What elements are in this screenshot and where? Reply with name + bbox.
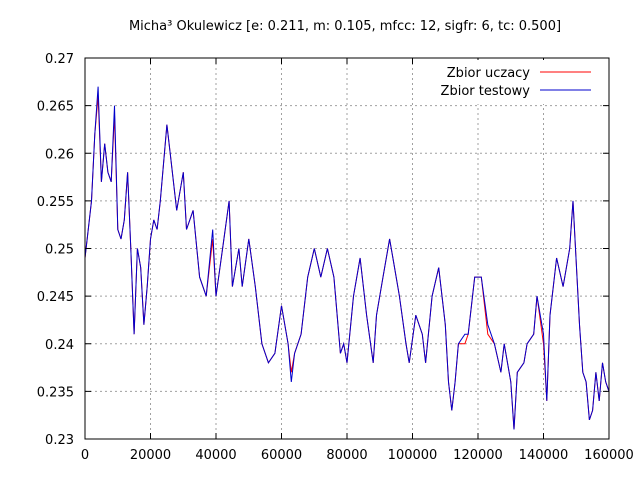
- y-tick-label: 0.25: [45, 243, 74, 258]
- x-tick-label: 0: [81, 448, 89, 463]
- series-line-test: [84, 86, 610, 430]
- x-tick-label: 80000: [326, 448, 367, 463]
- y-tick-label: 0.235: [37, 385, 74, 400]
- grid: [85, 58, 609, 439]
- x-tick-label: 20000: [130, 448, 171, 463]
- chart-title: Micha³ Okulewicz [e: 0.211, m: 0.105, mf…: [129, 19, 561, 34]
- y-tick-label: 0.26: [45, 147, 74, 162]
- y-tick-label: 0.265: [37, 100, 74, 115]
- x-tick-label: 140000: [519, 448, 569, 463]
- x-tick-label: 40000: [195, 448, 236, 463]
- plot-series: [84, 86, 610, 430]
- y-tick-label: 0.24: [45, 338, 74, 353]
- y-tick-label: 0.245: [37, 290, 74, 305]
- x-tick-label: 160000: [584, 448, 634, 463]
- y-tick-label: 0.255: [37, 195, 74, 210]
- x-tick-label: 100000: [388, 448, 438, 463]
- legend: Zbior uczacy Zbior testowy: [424, 60, 602, 104]
- y-tick-label: 0.23: [45, 433, 74, 448]
- legend-label-test: Zbior testowy: [441, 84, 531, 99]
- x-tick-label: 60000: [261, 448, 302, 463]
- legend-label-train: Zbior uczacy: [447, 66, 531, 81]
- axis-ticks: 0 20000 40000 60000 80000 100000 120000 140000 1…: [37, 52, 634, 463]
- x-tick-label: 120000: [453, 448, 503, 463]
- y-tick-label: 0.27: [45, 52, 74, 67]
